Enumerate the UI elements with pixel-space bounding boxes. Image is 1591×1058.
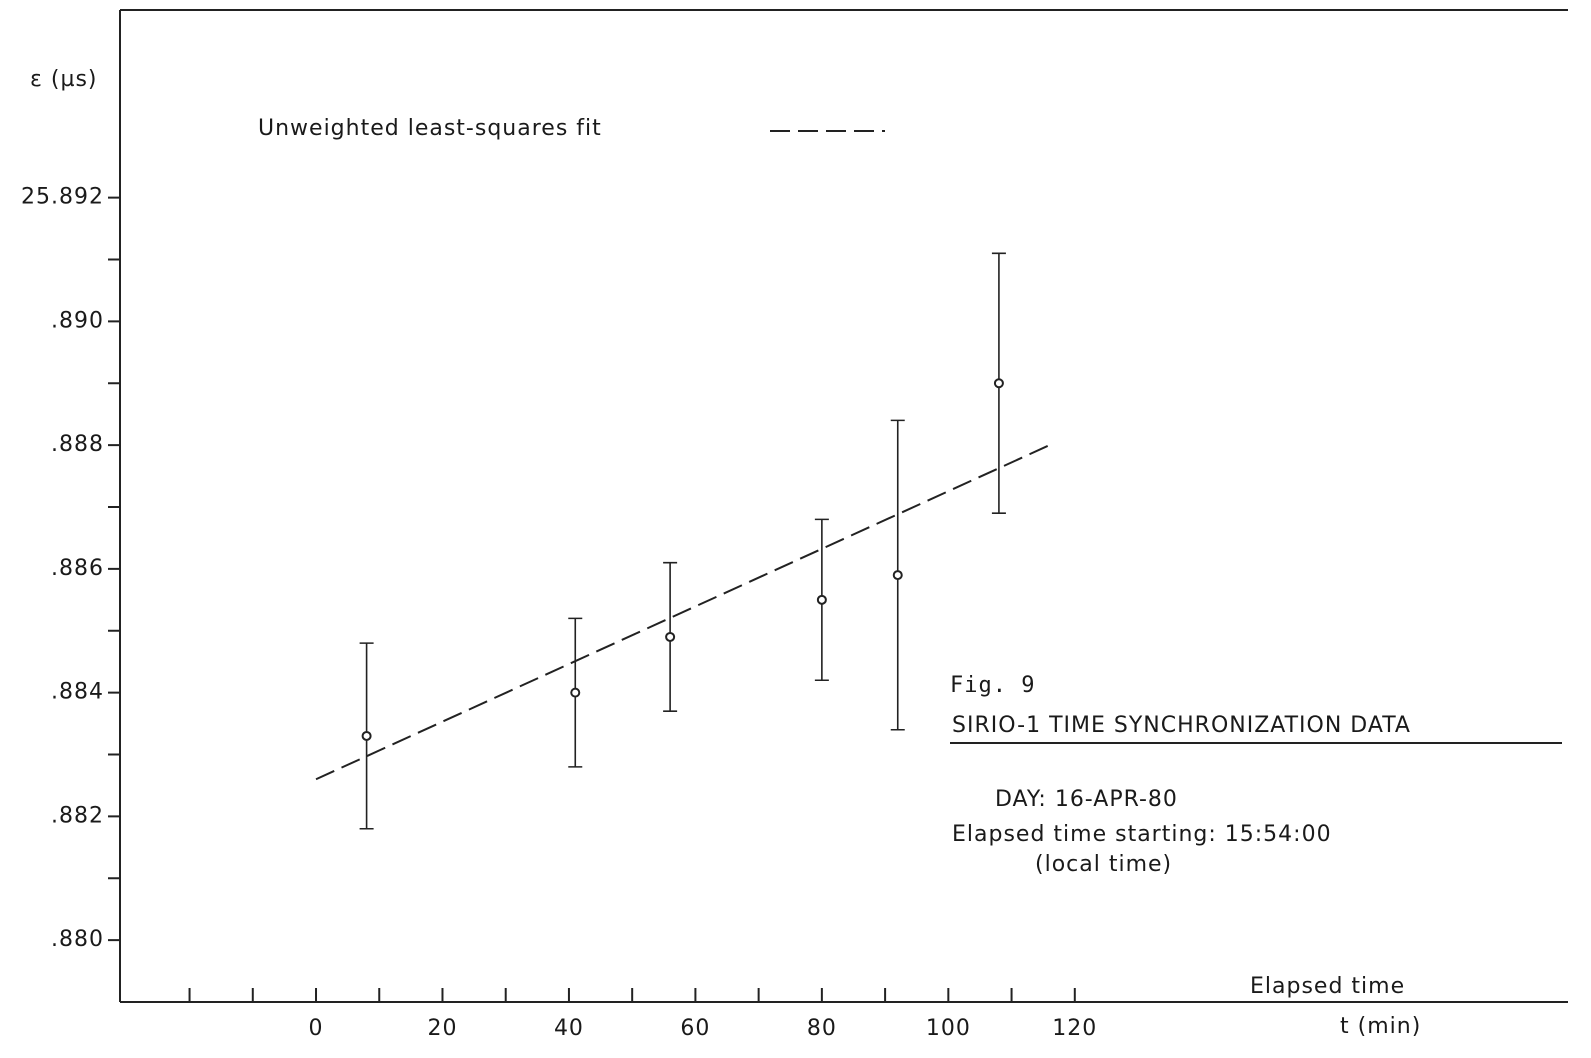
x-tick-label: 60 [680, 1016, 710, 1041]
y-tick-label: .886 [51, 556, 104, 581]
annotation: Elapsed time starting: 15:54:00 [952, 822, 1332, 847]
y-tick-label: .884 [51, 680, 104, 705]
y-tick-label: .888 [51, 432, 104, 457]
data-point [892, 570, 903, 581]
y-tick-label: 25.892 [21, 185, 104, 210]
legend-label: Unweighted least-squares fit [258, 116, 602, 141]
data-point [570, 687, 581, 698]
annotation: (local time) [1035, 852, 1172, 877]
x-tick-label: 80 [807, 1016, 837, 1041]
figure-title: SIRIO-1 TIME SYNCHRONIZATION DATA [952, 713, 1411, 738]
y-tick-label: .880 [51, 927, 104, 952]
x-tick-label: 120 [1052, 1016, 1097, 1041]
x-tick-label: 20 [427, 1016, 457, 1041]
data-point [816, 594, 827, 605]
x-axis-label: Elapsed time [1250, 974, 1405, 999]
data-point [665, 631, 676, 642]
figure-number: Fig. 9 [950, 673, 1035, 698]
x-tick-label: 0 [309, 1016, 324, 1041]
y-tick-label: .890 [51, 308, 104, 333]
y-tick-label: .882 [51, 803, 104, 828]
x-tick-label: 100 [926, 1016, 971, 1041]
annotation: DAY: 16-APR-80 [995, 787, 1178, 812]
y-axis-label: ε (µs) [30, 67, 98, 92]
data-point [993, 378, 1004, 389]
fit-line [315, 444, 1050, 781]
x-tick-label: 40 [554, 1016, 584, 1041]
data-point [361, 730, 372, 741]
x-unit-label: t (min) [1340, 1014, 1421, 1039]
